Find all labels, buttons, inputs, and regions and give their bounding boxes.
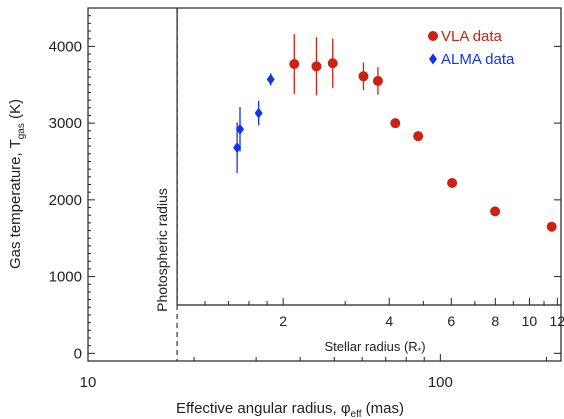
vla-data-point [413, 131, 423, 141]
secondary-tick-label: 12 [550, 313, 564, 329]
vla-data-point [547, 222, 557, 232]
legend-label-alma: ALMA data [441, 51, 515, 68]
vla-data-point [373, 76, 383, 86]
secondary-axis-label: Stellar radius (R*) [324, 339, 425, 356]
y-axis-label: Gas temperature, Tgas (K) [7, 99, 27, 269]
vla-data-point [390, 118, 400, 128]
x-tick-label: 10 [80, 374, 97, 391]
alma-data-point [267, 74, 275, 85]
legend-marker-vla [428, 31, 438, 41]
legend-marker-alma [429, 54, 437, 65]
y-tick-label: 1000 [49, 269, 82, 286]
x-axis-label-subscript: eff [351, 409, 362, 419]
secondary-tick-label: 4 [385, 313, 393, 329]
secondary-tick-label: 6 [447, 313, 455, 329]
secondary-tick-label: 10 [522, 313, 538, 329]
x-axis-label: Effective angular radius, φeff (mas) [176, 400, 404, 419]
x-tick-label: 100 [428, 374, 453, 391]
x-axis-label-main: Effective angular radius, φ [176, 400, 351, 417]
photospheric-radius-label: Photospheric radius [154, 188, 170, 312]
legend-label-vla: VLA data [441, 28, 503, 45]
y-tick-label: 3000 [49, 115, 82, 132]
y-axis-label-subscript: gas [16, 123, 27, 139]
secondary-axis-label-end: ) [421, 339, 425, 354]
y-tick-label: 4000 [49, 38, 82, 55]
vla-data-point [447, 178, 457, 188]
vla-data-point [311, 61, 321, 71]
y-tick-label: 2000 [49, 192, 82, 209]
secondary-axis-label-main: Stellar radius (R [324, 339, 417, 354]
secondary-tick-label: 2 [279, 313, 287, 329]
y-tick-label: 0 [74, 345, 82, 362]
y-axis-label-main: Gas temperature, T [7, 139, 24, 269]
alma-data-point [255, 108, 263, 119]
y-axis-label-unit: (K) [7, 99, 24, 123]
vla-data-point [490, 206, 500, 216]
legend: VLA data ALMA data [428, 28, 515, 68]
vla-data-point [358, 71, 368, 81]
x-axis-label-unit: (mas) [361, 400, 404, 417]
vla-data-point [328, 58, 338, 68]
vla-data-point [289, 59, 299, 69]
secondary-tick-label: 8 [491, 313, 499, 329]
